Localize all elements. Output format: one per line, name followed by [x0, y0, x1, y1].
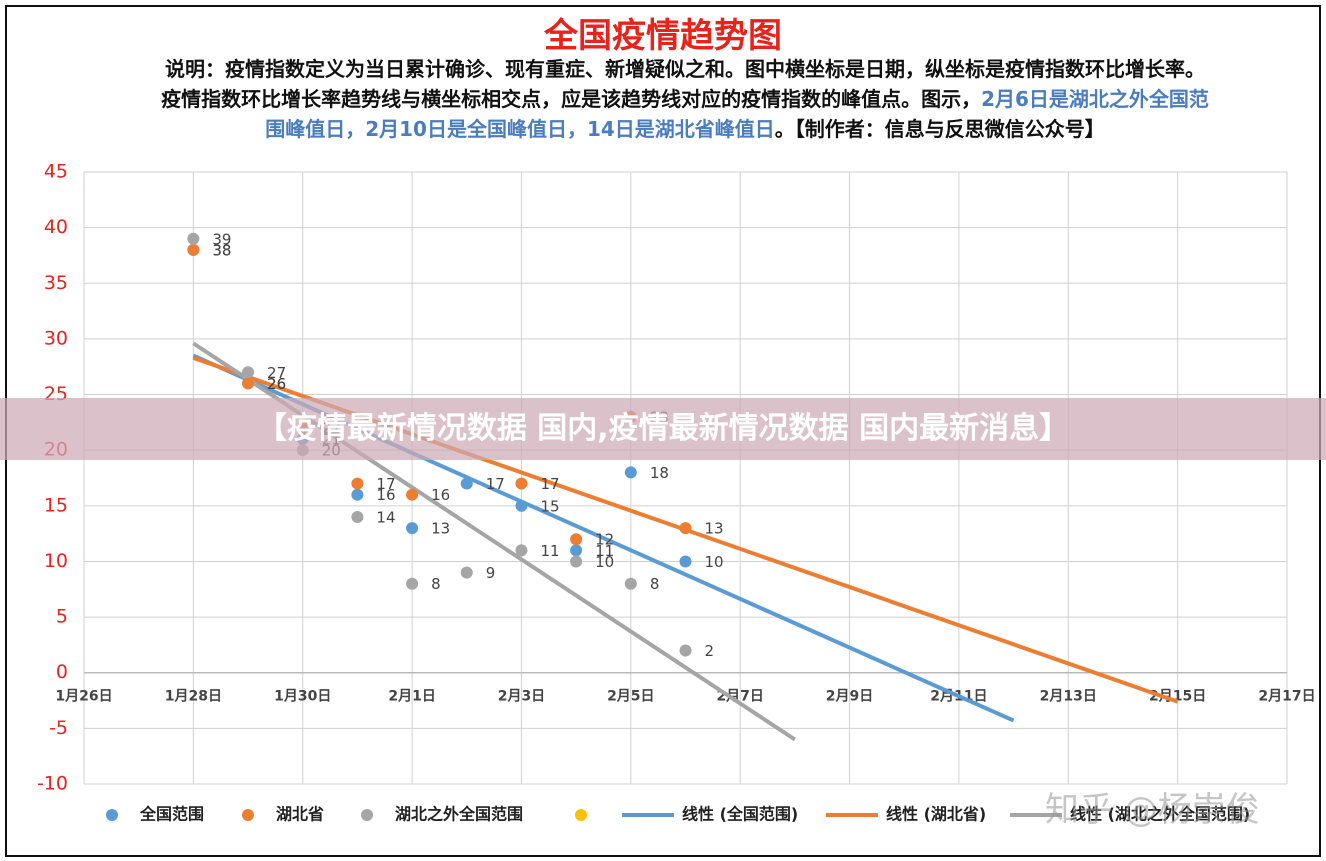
y-tick-label: -10: [37, 773, 68, 795]
x-tick-label: 2月5日: [607, 689, 654, 705]
point: [187, 243, 200, 256]
legend-label: 线性 (湖北省): [886, 805, 986, 824]
x-tick-label: 2月1日: [388, 689, 435, 705]
data-label: 12: [595, 531, 614, 549]
point: [351, 488, 364, 501]
y-tick-label: 10: [44, 550, 68, 572]
subtitle-highlight: 2月6日是湖北之外全国范围峰值日，2月10日是全国峰值日，14日是湖北省峰值日: [265, 87, 1209, 141]
point: [460, 477, 473, 490]
x-tick-label: 1月28日: [165, 689, 222, 705]
point: [351, 477, 364, 490]
legend-swatch: [106, 809, 118, 821]
x-tick-label: 1月26日: [55, 689, 112, 705]
x-tick-label: 2月3日: [498, 689, 545, 705]
point: [515, 477, 528, 490]
y-tick-label: 45: [44, 161, 68, 183]
y-tick-label: 30: [44, 327, 68, 349]
y-tick-label: -5: [49, 717, 68, 739]
data-label: 18: [650, 464, 669, 482]
y-tick-label: 35: [44, 272, 68, 294]
data-label: 11: [595, 542, 614, 560]
point: [515, 499, 528, 512]
legend-label: 湖北省: [276, 805, 324, 824]
data-label: 38: [212, 241, 231, 259]
point: [679, 522, 692, 535]
legend-swatch: [242, 809, 254, 821]
data-label: 17: [540, 475, 559, 493]
y-tick-label: 40: [44, 216, 68, 238]
point: [242, 377, 255, 390]
x-tick-label: 1月30日: [274, 689, 331, 705]
point: [570, 533, 583, 546]
data-label: 16: [376, 486, 395, 504]
point: [570, 544, 583, 557]
data-label: 26: [267, 375, 286, 393]
y-tick-label: 15: [44, 494, 68, 516]
point: [406, 522, 419, 535]
x-tick-label: 2月17日: [1258, 689, 1315, 705]
point: [406, 488, 419, 501]
data-label: 8: [650, 575, 660, 593]
y-tick-label: 0: [56, 661, 68, 683]
point: [187, 232, 200, 245]
data-label: 9: [486, 564, 496, 582]
watermark: 知乎 @杨崇俊: [1045, 790, 1260, 830]
legend-swatch: [575, 809, 587, 821]
data-label: 14: [376, 508, 395, 526]
data-label: 38: [212, 241, 231, 259]
point: [351, 510, 364, 523]
point: [460, 566, 473, 579]
data-label: 16: [431, 486, 450, 504]
legend-label: 全国范围: [139, 805, 204, 824]
legend-label: 湖北之外全国范围: [395, 805, 523, 824]
point: [679, 555, 692, 568]
point: [515, 544, 528, 557]
x-tick-label: 2月15日: [1149, 689, 1206, 705]
data-label: 13: [705, 520, 724, 538]
overlay-banner: 【疫情最新情况数据 国内,疫情最新情况数据 国内最新消息】: [0, 398, 1326, 460]
point: [406, 577, 419, 590]
legend-label: 线性 (全国范围): [682, 805, 798, 824]
point: [242, 366, 255, 379]
data-label: 10: [595, 553, 614, 571]
data-label: 17: [376, 475, 395, 493]
subtitle-text: 说明：疫情指数定义为当日累计确诊、现有重症、新增疑似之和。图中横坐标是日期，纵坐…: [161, 57, 1205, 111]
point: [624, 577, 637, 590]
point: [624, 466, 637, 479]
data-label: 13: [431, 520, 450, 538]
data-label: 15: [540, 497, 559, 515]
point: [570, 555, 583, 568]
x-tick-label: 2月13日: [1040, 689, 1097, 705]
point: [679, 644, 692, 657]
chart-title: 全国疫情趋势图: [544, 16, 782, 56]
legend-label: 线性 (湖北之外全国范围): [1070, 805, 1250, 824]
subtitle-text: 。【制作者：信息与反思微信公众号】: [774, 117, 1105, 141]
data-label: 39: [212, 230, 231, 248]
x-tick-label: 2月7日: [716, 689, 763, 705]
x-tick-label: 2月9日: [826, 689, 873, 705]
y-tick-label: 5: [56, 606, 68, 628]
data-label: 17: [486, 475, 505, 493]
data-label: 10: [705, 553, 724, 571]
data-label: 26: [267, 375, 286, 393]
chart-subtitle: 说明：疫情指数定义为当日累计确诊、现有重症、新增疑似之和。图中横坐标是日期，纵坐…: [160, 54, 1210, 144]
data-label: 8: [431, 575, 441, 593]
legend-swatch: [361, 809, 373, 821]
data-label: 11: [540, 542, 559, 560]
data-label: 27: [267, 364, 286, 382]
data-label: 2: [705, 642, 715, 660]
